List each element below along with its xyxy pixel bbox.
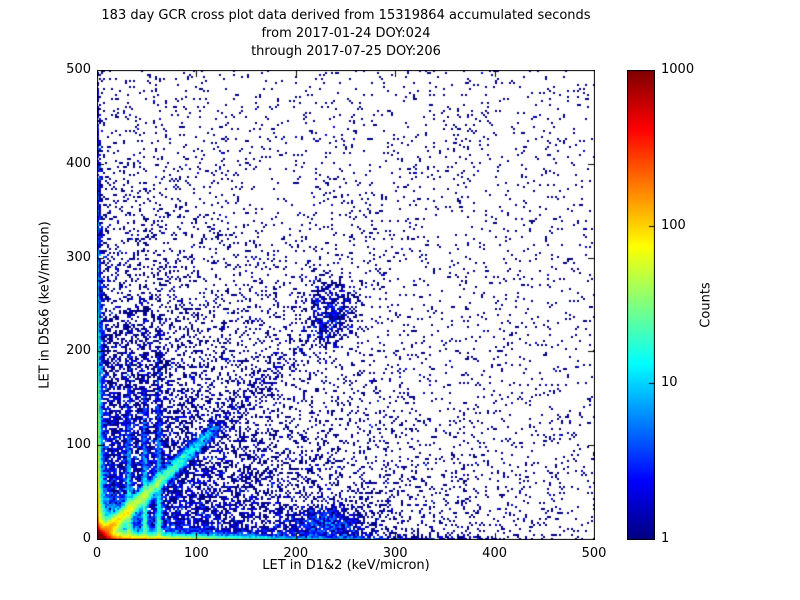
- x-tick-label: 100: [183, 546, 209, 561]
- x-axis-label: LET in D1&2 (keV/micron): [262, 558, 430, 573]
- x-tick-label: 400: [482, 546, 507, 561]
- colorbar-label: Counts: [698, 282, 714, 328]
- chart-title-line-2: from 2017-01-24 DOY:024: [261, 26, 431, 41]
- y-tick-label: 500: [66, 62, 91, 77]
- colorbar-canvas: [627, 70, 655, 540]
- x-tick-label: 0: [92, 546, 102, 561]
- y-tick-label: 400: [66, 155, 91, 171]
- y-axis-label: LET in D5&6 (keV/micron): [37, 221, 53, 389]
- y-tick-label: 0: [82, 531, 91, 546]
- chart-title-line-3: through 2017-07-25 DOY:206: [251, 44, 441, 59]
- x-tick-label: 300: [382, 546, 408, 561]
- chart-title-line-1: 183 day GCR cross plot data derived from…: [101, 8, 591, 23]
- x-tick-label: 200: [283, 546, 309, 561]
- colorbar-tick-label: 1: [661, 531, 670, 546]
- x-tick-label: 500: [581, 546, 607, 561]
- colorbar-tick-label: 100: [661, 218, 686, 234]
- scatter-density-canvas: [97, 70, 595, 540]
- y-tick-label: 100: [66, 437, 91, 453]
- y-tick-label: 300: [66, 249, 91, 265]
- colorbar-tick-label: 10: [661, 374, 678, 390]
- colorbar-tick-label: 1000: [661, 62, 695, 77]
- y-tick-label: 200: [66, 343, 91, 359]
